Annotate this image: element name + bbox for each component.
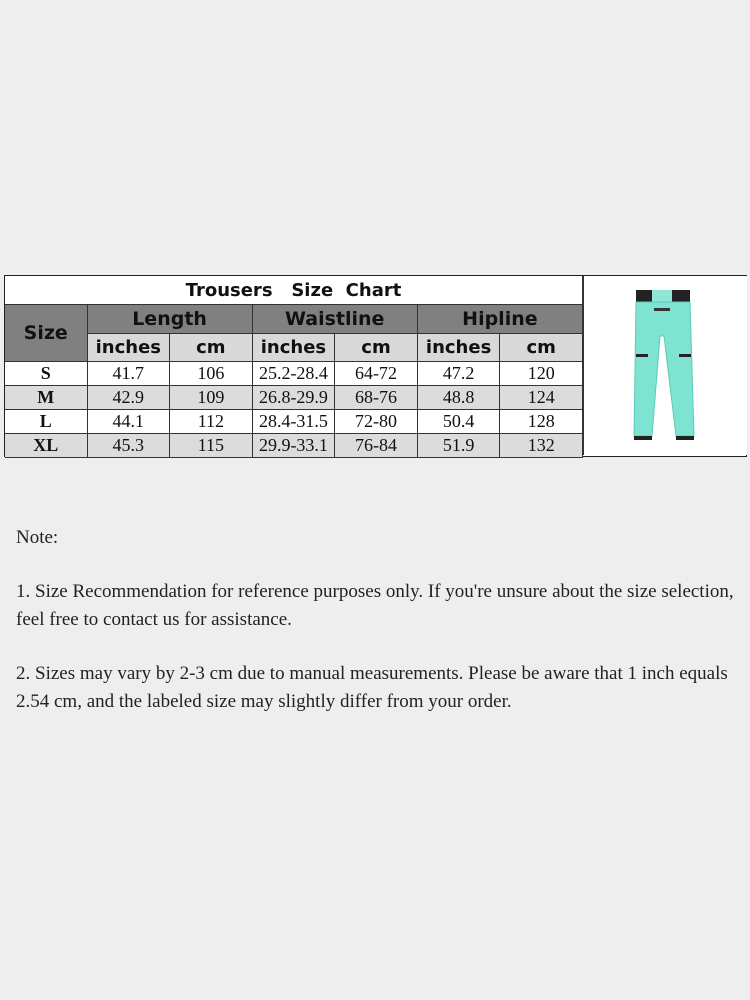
value-cell: 48.8 <box>416 385 501 410</box>
value-cell: 45.3 <box>86 433 171 458</box>
trousers-icon <box>633 290 695 440</box>
group-hipline: Hipline <box>416 304 584 334</box>
value-cell: 50.4 <box>416 409 501 434</box>
unit-header: inches <box>86 333 171 362</box>
value-cell: 26.8-29.9 <box>251 385 336 410</box>
value-cell: 115 <box>169 433 253 458</box>
unit-header: cm <box>499 333 583 362</box>
group-length: Length <box>86 304 253 334</box>
value-cell: 44.1 <box>86 409 171 434</box>
unit-header: inches <box>416 333 501 362</box>
value-cell: 132 <box>499 433 583 458</box>
product-image <box>583 276 747 455</box>
value-cell: 120 <box>499 361 583 386</box>
notes-section: Note: 1. Size Recommendation for referen… <box>16 524 741 742</box>
unit-header: inches <box>251 333 336 362</box>
notes-heading: Note: <box>16 527 59 548</box>
value-cell: 128 <box>499 409 583 434</box>
note-item: 2. Sizes may vary by 2-3 cm due to manua… <box>16 663 728 712</box>
size-chart: Trousers Size Chart Size Length Waistlin… <box>4 275 747 458</box>
value-cell: 68-76 <box>334 385 418 410</box>
table-row: L 44.1 112 28.4-31.5 72-80 50.4 128 <box>5 409 583 434</box>
value-cell: 109 <box>169 385 253 410</box>
unit-header: cm <box>169 333 253 362</box>
note-item: 1. Size Recommendation for reference pur… <box>16 581 734 630</box>
group-waistline: Waistline <box>251 304 418 334</box>
table-row: XL 45.3 115 29.9-33.1 76-84 51.9 132 <box>5 433 583 458</box>
value-cell: 124 <box>499 385 583 410</box>
value-cell: 25.2-28.4 <box>251 361 336 386</box>
value-cell: 76-84 <box>334 433 418 458</box>
value-cell: 47.2 <box>416 361 501 386</box>
value-cell: 72-80 <box>334 409 418 434</box>
size-cell: M <box>5 385 88 410</box>
value-cell: 106 <box>169 361 253 386</box>
value-cell: 112 <box>169 409 253 434</box>
size-cell: XL <box>5 433 88 458</box>
size-header: Size <box>5 304 88 362</box>
table-row: M 42.9 109 26.8-29.9 68-76 48.8 124 <box>5 385 583 410</box>
size-table: Trousers Size Chart Size Length Waistlin… <box>5 276 584 458</box>
size-cell: L <box>5 409 88 434</box>
value-cell: 29.9-33.1 <box>251 433 336 458</box>
table-row: S 41.7 106 25.2-28.4 64-72 47.2 120 <box>5 361 583 386</box>
value-cell: 51.9 <box>416 433 501 458</box>
size-cell: S <box>5 361 88 386</box>
unit-header: cm <box>334 333 418 362</box>
value-cell: 41.7 <box>86 361 171 386</box>
value-cell: 28.4-31.5 <box>251 409 336 434</box>
value-cell: 42.9 <box>86 385 171 410</box>
value-cell: 64-72 <box>334 361 418 386</box>
table-title: Trousers Size Chart <box>5 276 583 305</box>
